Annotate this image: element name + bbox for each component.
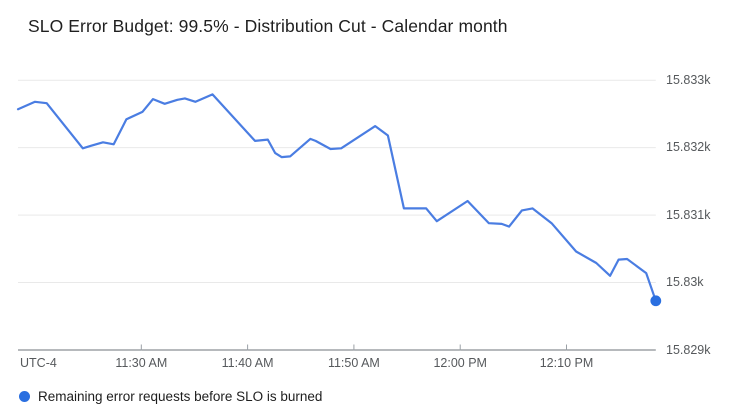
y-tick-label: 15.831k: [666, 207, 711, 222]
y-tick-label: 15.829k: [666, 342, 711, 357]
x-tick-label: 11:30 AM: [115, 356, 168, 370]
chart-title: SLO Error Budget: 99.5% - Distribution C…: [28, 16, 508, 36]
series-end-dot: [650, 295, 662, 307]
x-tick-label: 11:50 AM: [327, 356, 380, 370]
x-tick-label: 12:10 PM: [539, 356, 594, 370]
timezone-label: UTC-4: [20, 356, 57, 370]
series-line: [16, 93, 657, 302]
x-tick-label: 12:00 PM: [433, 356, 487, 370]
y-tick-label: 15.833k: [666, 72, 711, 87]
legend-series-dot-icon: [19, 390, 30, 402]
legend-series-label: Remaining error requests before SLO is b…: [38, 388, 323, 404]
x-tick-label: 11:40 AM: [221, 356, 274, 370]
y-tick-label: 15.832k: [666, 140, 711, 155]
y-tick-label: 15.83k: [666, 275, 704, 290]
legend-item[interactable]: Remaining error requests before SLO is b…: [19, 387, 322, 405]
